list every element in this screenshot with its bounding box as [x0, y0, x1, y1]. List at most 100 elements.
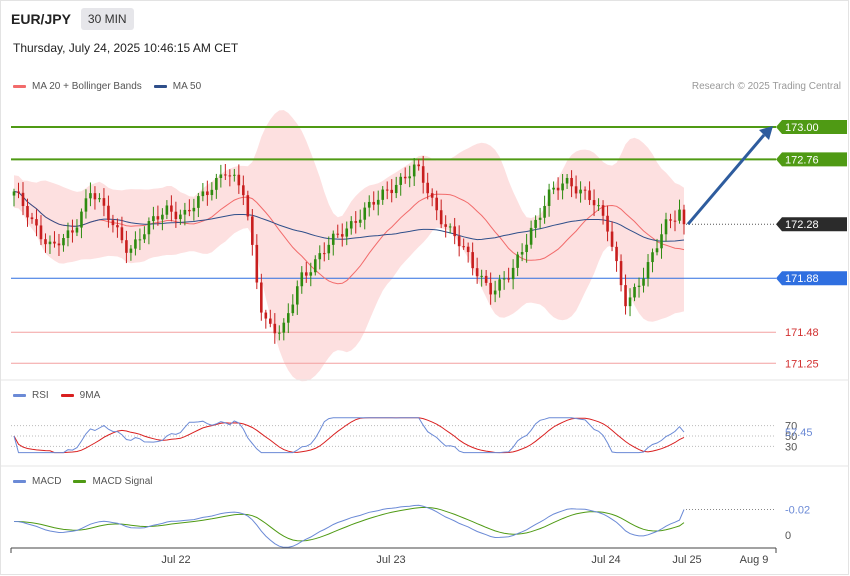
candle-body	[394, 184, 398, 194]
candle-body	[174, 211, 178, 220]
candle-body	[403, 176, 407, 179]
candle-body	[102, 198, 106, 206]
candle-body	[606, 215, 609, 232]
legend-swatch-macd	[13, 480, 26, 483]
candle-body	[588, 190, 591, 201]
copyright: Research © 2025 Trading Central	[691, 81, 841, 92]
x-axis-label: Jul 22	[161, 554, 191, 566]
candle-body	[489, 282, 492, 295]
candle-body	[430, 193, 434, 198]
candle-body	[93, 193, 97, 200]
candle-body	[561, 183, 564, 191]
candle-body	[592, 200, 596, 206]
level-tag-171.88	[776, 271, 847, 286]
candle-body	[529, 227, 533, 245]
candle-body	[66, 230, 70, 238]
candle-body	[480, 275, 483, 277]
candle-body	[107, 205, 110, 221]
candle-body	[152, 216, 155, 222]
candle-body	[116, 225, 119, 228]
candle-body	[304, 272, 308, 276]
candle-body	[498, 279, 501, 291]
rsi-level-label-30: 30	[785, 441, 797, 453]
candle-body	[615, 246, 618, 262]
candle-body	[188, 209, 191, 212]
legend-rsi-ma: 9MA	[60, 390, 101, 401]
candle-body	[637, 285, 641, 287]
legend-macd-label: MACD	[32, 476, 62, 487]
candle-body	[543, 205, 546, 218]
candle-body	[570, 177, 573, 187]
candle-body	[224, 174, 227, 176]
candle-body	[246, 195, 250, 217]
candle-body	[435, 197, 438, 211]
candle-body	[35, 219, 38, 226]
candle-body	[143, 234, 146, 240]
candle-body	[192, 207, 196, 212]
macd-level-label-0: 0	[785, 530, 791, 542]
candle-body	[673, 220, 677, 222]
candle-body	[318, 253, 322, 260]
candle-body	[574, 186, 578, 194]
legend-swatch-rsi	[13, 394, 26, 397]
x-axis-label: Aug 9	[739, 554, 769, 566]
x-axis-label: Jul 23	[376, 554, 406, 566]
candle-body	[399, 176, 403, 185]
candle-body	[642, 278, 645, 286]
ma20-line	[13, 191, 685, 285]
candle-body	[583, 189, 587, 191]
candle-body	[228, 175, 232, 177]
candle-body	[444, 224, 447, 227]
candle-body	[610, 231, 614, 247]
candle-body	[412, 164, 416, 177]
candle-body	[520, 252, 524, 255]
candle-body	[44, 239, 47, 245]
candle-body	[646, 262, 650, 279]
level-label-172.76: 172.76	[785, 154, 819, 166]
candle-body	[57, 243, 61, 246]
candle-body	[242, 185, 245, 196]
candle-body	[75, 227, 79, 233]
candle-body	[619, 261, 623, 286]
candle-body	[349, 221, 353, 229]
candle-body	[345, 228, 349, 237]
legend-macd-signal-label: MACD Signal	[92, 476, 153, 487]
candle-body	[62, 237, 65, 246]
legend-rsi: RSI	[13, 390, 49, 401]
candle-body	[12, 191, 16, 196]
candle-body	[273, 323, 277, 334]
candle-body	[322, 253, 326, 255]
candle-body	[565, 177, 569, 184]
candle-body	[507, 278, 510, 280]
candle-body	[210, 189, 214, 196]
candle-body	[493, 290, 497, 295]
candle-body	[300, 272, 304, 287]
macd-signal-line	[14, 506, 685, 542]
rsi-legend: RSI 9MA	[13, 390, 112, 401]
candle-body	[336, 233, 340, 235]
candle-body	[439, 210, 443, 225]
candle-body	[372, 201, 376, 205]
candle-body	[48, 241, 52, 245]
candle-body	[161, 214, 164, 220]
timeframe-button[interactable]: 30 MIN	[80, 8, 134, 30]
candle-body	[601, 205, 605, 216]
candle-body	[628, 297, 632, 307]
candle-body	[255, 244, 259, 283]
legend-rsi-ma-label: 9MA	[79, 390, 101, 401]
candle-body	[457, 236, 461, 247]
candle-body	[80, 211, 83, 228]
bollinger-band-fill	[14, 110, 684, 382]
candle-body	[385, 189, 389, 191]
candle-body	[408, 176, 412, 179]
candle-body	[556, 187, 560, 191]
candle-body	[579, 189, 582, 194]
candle-body	[129, 248, 133, 253]
level-tag-172.76	[776, 152, 847, 167]
candle-body	[655, 248, 659, 253]
rsi-level-label-70: 70	[785, 421, 797, 433]
macd-legend: MACD MACD Signal	[13, 476, 164, 487]
candle-body	[448, 226, 452, 228]
candle-body	[134, 239, 137, 249]
